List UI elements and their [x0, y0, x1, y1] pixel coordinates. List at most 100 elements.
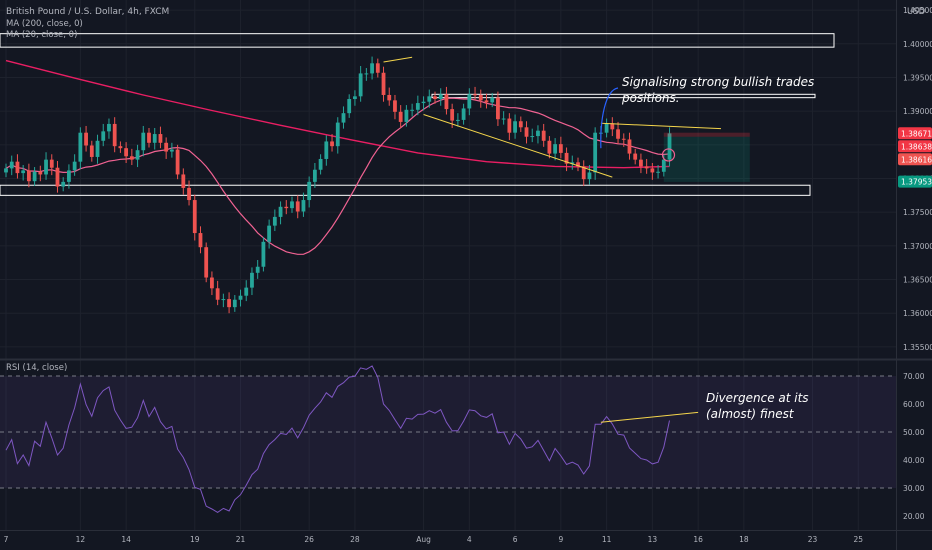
candle-body-29[interactable]	[169, 149, 174, 152]
candle-body-56[interactable]	[324, 141, 329, 159]
candle-body-7[interactable]	[44, 159, 48, 175]
candle-body-1[interactable]	[9, 161, 14, 169]
candle-body-96[interactable]	[553, 144, 558, 154]
candle-body-116[interactable]	[667, 133, 672, 160]
candle-body-95[interactable]	[547, 140, 552, 154]
candle-body-103[interactable]	[593, 132, 598, 173]
candle-body-112[interactable]	[644, 166, 649, 169]
candle-body-30[interactable]	[175, 149, 180, 175]
candle-body-94[interactable]	[541, 130, 546, 141]
candle-body-84[interactable]	[484, 100, 489, 103]
candle-body-15[interactable]	[89, 145, 94, 157]
candle-body-25[interactable]	[147, 132, 151, 143]
candle-body-38[interactable]	[221, 299, 226, 301]
candle-body-19[interactable]	[112, 123, 117, 147]
candle-body-21[interactable]	[124, 148, 129, 157]
candle-body-12[interactable]	[72, 161, 77, 171]
candle-body-79[interactable]	[455, 119, 460, 121]
candle-body-14[interactable]	[84, 132, 88, 146]
candle-body-80[interactable]	[461, 108, 466, 120]
candle-body-46[interactable]	[267, 225, 272, 242]
candle-body-69[interactable]	[398, 111, 403, 122]
candle-body-36[interactable]	[210, 277, 214, 289]
candle-body-87[interactable]	[501, 118, 506, 120]
candle-body-23[interactable]	[135, 150, 140, 160]
candle-body-54[interactable]	[312, 169, 317, 182]
candle-body-0[interactable]	[4, 168, 8, 173]
candle-body-37[interactable]	[215, 288, 220, 300]
candle-body-107[interactable]	[616, 129, 620, 139]
candle-body-89[interactable]	[513, 121, 517, 133]
candle-body-58[interactable]	[335, 122, 340, 147]
candle-body-86[interactable]	[496, 97, 500, 120]
candle-body-59[interactable]	[341, 113, 346, 123]
candle-body-4[interactable]	[26, 170, 31, 182]
candle-body-75[interactable]	[433, 96, 437, 100]
candle-body-114[interactable]	[656, 171, 660, 173]
candle-body-64[interactable]	[370, 63, 374, 74]
candle-body-92[interactable]	[530, 136, 535, 138]
candle-body-85[interactable]	[490, 97, 495, 103]
candle-body-90[interactable]	[518, 121, 523, 128]
candle-body-26[interactable]	[152, 134, 157, 143]
candle-body-57[interactable]	[330, 141, 334, 147]
candle-body-88[interactable]	[507, 118, 512, 133]
candle-body-105[interactable]	[604, 123, 609, 133]
candle-body-5[interactable]	[32, 171, 37, 182]
time-axis[interactable]: 7 12 14 19 21 26 28 Aug 4 6 9 11 13 16 18 23 25	[4, 535, 864, 544]
candle-body-55[interactable]	[318, 158, 323, 170]
candle-body-39[interactable]	[227, 299, 231, 308]
candle-body-3[interactable]	[21, 170, 26, 174]
candle-body-13[interactable]	[78, 132, 83, 162]
candle-body-51[interactable]	[295, 201, 300, 212]
candle-body-34[interactable]	[198, 233, 203, 248]
candle-body-81[interactable]	[467, 94, 472, 109]
candle-body-109[interactable]	[627, 139, 632, 154]
candle-body-82[interactable]	[473, 94, 477, 96]
candle-body-77[interactable]	[444, 94, 449, 110]
candle-body-91[interactable]	[524, 127, 529, 137]
candle-body-113[interactable]	[650, 168, 655, 173]
candle-body-78[interactable]	[450, 109, 455, 121]
candle-body-61[interactable]	[353, 96, 357, 100]
candle-body-35[interactable]	[204, 247, 209, 278]
candle-body-70[interactable]	[404, 109, 409, 122]
candle-body-2[interactable]	[15, 161, 20, 174]
candle-body-28[interactable]	[164, 142, 169, 152]
candle-body-42[interactable]	[244, 287, 249, 296]
candle-body-16[interactable]	[95, 140, 100, 157]
candle-body-101[interactable]	[581, 166, 586, 180]
candle-body-66[interactable]	[381, 72, 386, 95]
candle-body-24[interactable]	[141, 132, 146, 151]
candle-body-33[interactable]	[192, 200, 197, 234]
candle-body-115[interactable]	[661, 159, 666, 172]
candle-body-110[interactable]	[633, 153, 638, 160]
candle-body-111[interactable]	[639, 159, 643, 167]
candle-body-11[interactable]	[67, 170, 71, 182]
candle-body-72[interactable]	[415, 103, 420, 110]
candle-body-102[interactable]	[587, 172, 592, 180]
candle-body-100[interactable]	[576, 162, 580, 167]
candle-body-22[interactable]	[129, 156, 134, 160]
candle-body-68[interactable]	[393, 100, 397, 112]
candle-body-71[interactable]	[410, 109, 415, 111]
candle-body-20[interactable]	[118, 146, 123, 149]
candle-body-48[interactable]	[278, 206, 283, 217]
price-axis[interactable]: 1.405001.400001.395001.390001.385001.380…	[903, 6, 932, 521]
candle-body-74[interactable]	[427, 96, 432, 102]
candle-body-10[interactable]	[61, 181, 66, 187]
candle-body-40[interactable]	[232, 299, 237, 308]
candle-body-98[interactable]	[564, 152, 569, 164]
candle-body-60[interactable]	[347, 99, 352, 114]
candle-body-31[interactable]	[181, 174, 186, 188]
candle-body-67[interactable]	[387, 94, 392, 101]
candle-body-45[interactable]	[261, 241, 266, 267]
candle-body-49[interactable]	[284, 206, 289, 209]
candle-body-108[interactable]	[621, 138, 626, 140]
candle-body-62[interactable]	[358, 73, 363, 97]
candle-body-76[interactable]	[438, 94, 443, 100]
candle-body-106[interactable]	[610, 123, 615, 130]
candle-body-97[interactable]	[558, 144, 563, 153]
candle-body-43[interactable]	[250, 272, 254, 288]
candle-body-93[interactable]	[536, 130, 540, 137]
